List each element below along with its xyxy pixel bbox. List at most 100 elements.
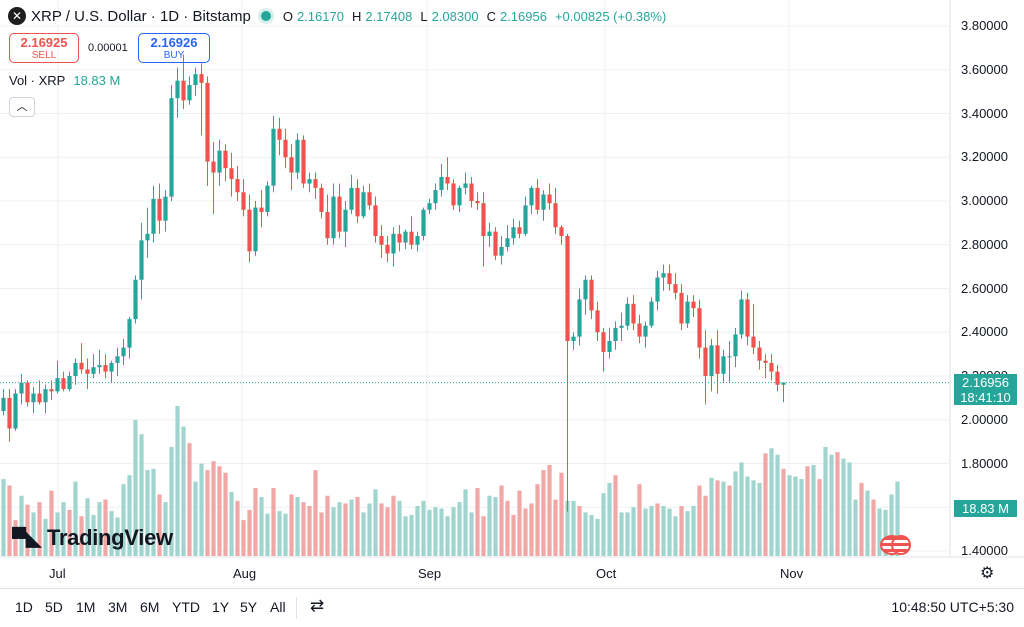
date-range-icon[interactable]: ⇄: [310, 596, 325, 615]
volume-bar: [511, 514, 516, 556]
volume-bar: [367, 503, 372, 556]
candle: [481, 203, 486, 236]
volume-bar: [469, 512, 474, 556]
volume-bar: [61, 502, 66, 556]
volume-bar: [25, 504, 30, 556]
volume-bar: [379, 503, 384, 556]
volume-bar: [271, 488, 276, 556]
volume-bar: [673, 516, 678, 556]
volume-bar: [715, 480, 720, 556]
buy-button[interactable]: 2.16926 BUY: [138, 33, 210, 63]
candle: [409, 231, 414, 245]
symbol-name[interactable]: XRP / U.S. Dollar: [31, 7, 147, 25]
volume-bar: [697, 485, 702, 556]
range-button-5d[interactable]: 5D: [45, 599, 63, 615]
chart-header: ✕ XRP / U.S. Dollar · 1D · Bitstamp O 2.1…: [8, 5, 670, 27]
range-button-6m[interactable]: 6M: [140, 599, 160, 615]
candle: [427, 203, 432, 210]
gear-icon[interactable]: ⚙: [980, 565, 995, 582]
range-button-1m[interactable]: 1M: [76, 599, 96, 615]
candle: [247, 209, 252, 252]
volume-bar: [823, 447, 828, 556]
candle: [691, 301, 696, 309]
range-button-1y[interactable]: 1Y: [212, 599, 230, 615]
candle: [175, 80, 180, 99]
volume-bar: [547, 464, 552, 556]
candle: [625, 303, 630, 326]
volume-bar: [727, 485, 732, 556]
volume-bar: [571, 500, 576, 556]
candle: [307, 179, 312, 184]
volume-bar: [91, 514, 96, 556]
volume-bar: [889, 494, 894, 556]
time-tick-label: Aug: [233, 566, 257, 581]
range-button-all[interactable]: All: [270, 599, 286, 615]
interval[interactable]: 1D: [159, 7, 180, 25]
candle: [91, 367, 96, 374]
candle: [493, 231, 498, 256]
volume-bar: [829, 454, 834, 556]
volume-bar: [301, 502, 306, 556]
close-value: 2.16956: [499, 8, 547, 24]
volume-bar: [859, 482, 864, 556]
volume-bar: [199, 463, 204, 556]
candle: [85, 369, 90, 374]
volume-bar: [505, 500, 510, 556]
volume-bar: [433, 507, 438, 556]
candle: [415, 236, 420, 245]
volume-bar: [499, 485, 504, 556]
candle: [577, 299, 582, 337]
time-tick-label: Jul: [49, 566, 66, 581]
volume-bar: [163, 502, 168, 556]
range-button-1d[interactable]: 1D: [15, 599, 33, 615]
candle: [751, 336, 756, 348]
volume-bar: [355, 497, 360, 556]
candle: [583, 279, 588, 300]
volume-bar: [193, 481, 198, 556]
candle: [523, 205, 528, 234]
us-flag-icon[interactable]: [891, 535, 911, 555]
candle: [367, 192, 372, 206]
volume-bar: [553, 499, 558, 556]
volume-bar: [703, 495, 708, 556]
candle: [565, 236, 570, 341]
volume-bar: [529, 503, 534, 556]
candle: [121, 347, 126, 357]
volume-bar: [541, 470, 546, 556]
candle: [775, 371, 780, 385]
candle: [673, 284, 678, 293]
range-button-3m[interactable]: 3M: [108, 599, 128, 615]
candle: [553, 203, 558, 228]
range-button-5y[interactable]: 5Y: [240, 599, 258, 615]
volume-bar: [421, 500, 426, 556]
collapse-legend-button[interactable]: ︿: [9, 97, 35, 117]
candle: [391, 233, 396, 254]
candle: [217, 150, 222, 173]
clock[interactable]: 10:48:50 UTC+5:30: [891, 599, 1014, 615]
price-tick-label: 3.60000: [961, 61, 1008, 77]
candle: [655, 277, 660, 302]
volume-bar: [127, 475, 132, 556]
price-tick-label: 1.80000: [961, 455, 1008, 471]
volume-bar: [289, 494, 294, 556]
time-tick-label: Oct: [596, 566, 617, 581]
candle: [265, 185, 270, 212]
tradingview-logo[interactable]: ▀◣ TradingView: [12, 525, 173, 551]
price-tick-label: 3.80000: [961, 18, 1008, 33]
low-value: 2.08300: [431, 8, 479, 24]
candle: [19, 382, 24, 394]
volume-legend[interactable]: Vol · XRP 18.83 M: [9, 73, 120, 88]
volume-bar: [403, 516, 408, 556]
volume-bar: [709, 477, 714, 556]
price-chart[interactable]: [0, 0, 1024, 588]
candle: [541, 194, 546, 210]
candle: [475, 201, 480, 204]
volume-bar: [799, 479, 804, 556]
sell-button[interactable]: 2.16925 SELL: [9, 33, 79, 63]
candle: [151, 198, 156, 234]
range-button-ytd[interactable]: YTD: [172, 599, 200, 615]
volume-bar: [109, 511, 114, 556]
volume-bar: [415, 506, 420, 556]
volume-bar: [835, 452, 840, 556]
candle: [637, 323, 642, 337]
